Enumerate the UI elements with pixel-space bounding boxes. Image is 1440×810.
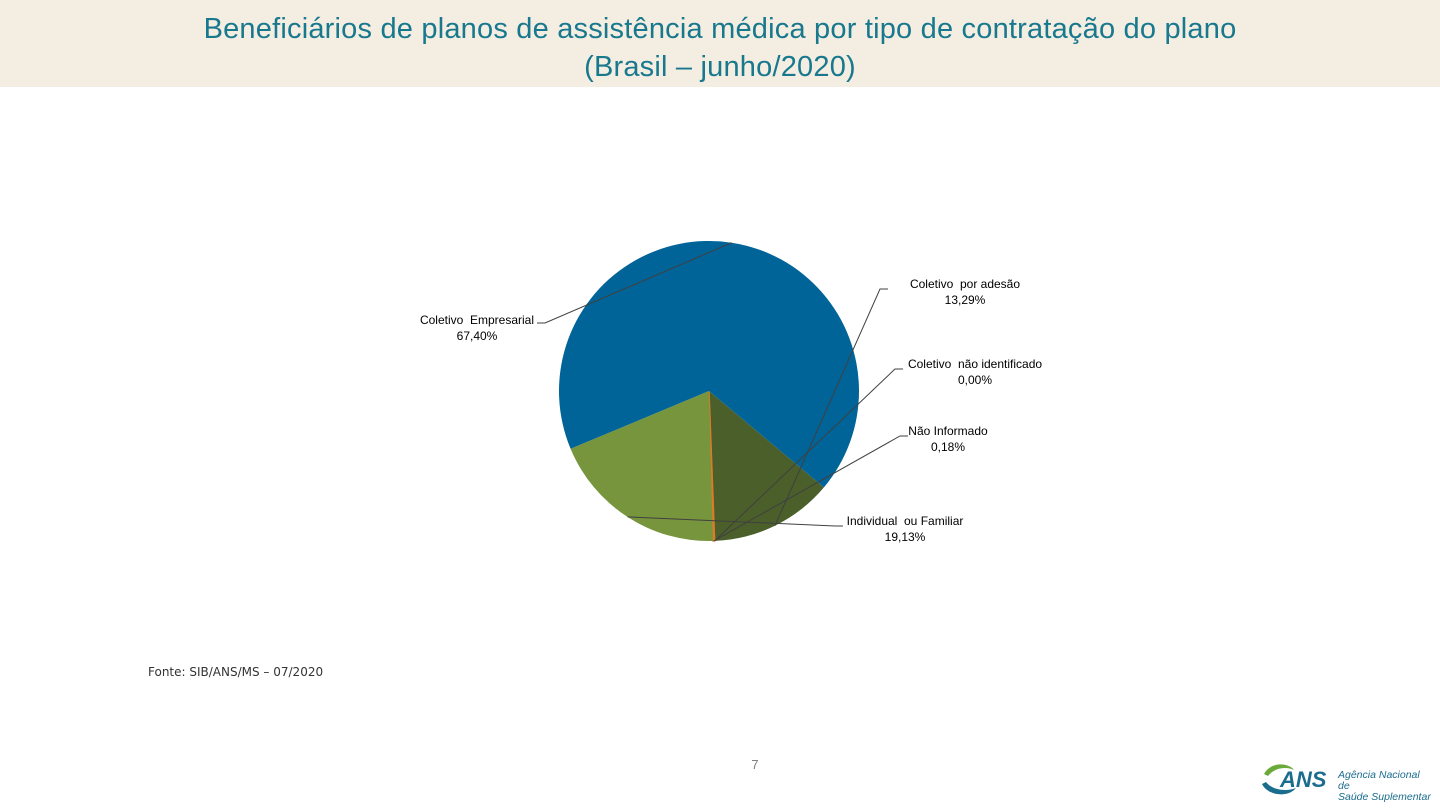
leader-line-coletivo-empresarial <box>537 242 732 324</box>
ans-logo-mark: ANS <box>1262 764 1327 795</box>
page-title: Beneficiários de planos de assistência m… <box>0 10 1440 86</box>
slice-label-individual-ou-familiar: Individual ou Familiar <box>847 514 964 528</box>
slice-label-coletivo-nao-identificado: Coletivo não identificado <box>908 357 1042 371</box>
ans-logo-text: Agência Nacional de Saúde Suplementar <box>1338 770 1433 803</box>
slice-label-coletivo-por-adesao: Coletivo por adesão <box>910 277 1020 291</box>
leader-line-nao-informado <box>713 435 908 542</box>
page-title-line-2: (Brasil – junho/2020) <box>584 51 856 83</box>
page-number: 7 <box>751 757 759 772</box>
page-title-line-1: Beneficiários de planos de assistência m… <box>203 13 1237 45</box>
slice-label-nao-informado: Não Informado <box>908 424 988 438</box>
leader-line-coletivo-por-adesao <box>774 288 888 526</box>
title-banner <box>0 0 1440 87</box>
ans-logo-line-1: Agência Nacional de <box>1338 769 1420 792</box>
ans-logo: ANS Agência Nacional de Saúde Suplementa… <box>1258 760 1433 803</box>
slice-value-individual-ou-familiar: 19,13% <box>885 530 926 544</box>
source-note: Fonte: SIB/ANS/MS – 07/2020 <box>148 665 324 679</box>
leader-line-coletivo-nao-identificado <box>714 368 903 542</box>
slice-value-coletivo-nao-identificado: 0,00% <box>958 373 992 387</box>
pie-slice-individual-ou-familiar <box>570 391 713 541</box>
slice-value-coletivo-por-adesao: 13,29% <box>945 293 986 307</box>
leader-line-individual-ou-familiar <box>627 516 843 527</box>
ans-logo-line-2: Saúde Suplementar <box>1338 791 1431 803</box>
slice-label-coletivo-empresarial: Coletivo Empresarial <box>420 313 534 327</box>
ans-logo-acronym: ANS <box>1279 767 1327 792</box>
pie-slice-coletivo-por-adesao <box>709 391 824 541</box>
pie-slice-coletivo-empresarial <box>559 241 860 488</box>
slice-value-nao-informado: 0,18% <box>931 440 965 454</box>
slice-value-coletivo-empresarial: 67,40% <box>457 329 498 343</box>
